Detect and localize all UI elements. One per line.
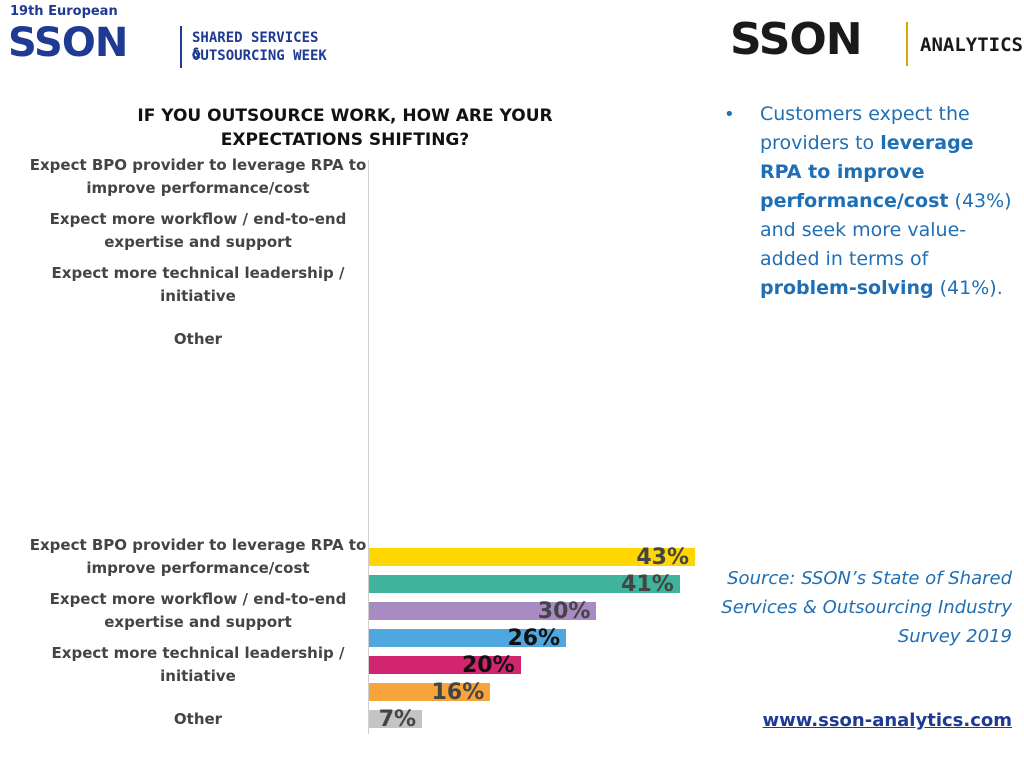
category-label: Other xyxy=(173,330,223,348)
finding-highlight: problem-solving xyxy=(760,277,934,299)
axis-category-label: Expect more technical leadership / initi… xyxy=(51,644,345,685)
bar xyxy=(369,602,597,620)
category-label: Expect more workflow / end-to-end expert… xyxy=(49,210,347,251)
category-label: Expect more technical leadership / initi… xyxy=(51,264,345,305)
logo-subtitle: ANALYTICS xyxy=(920,34,1023,56)
website-link[interactable]: www.sson-analytics.com xyxy=(762,710,1012,731)
axis-category-label: Other xyxy=(173,710,223,728)
axis-category-label: Expect BPO provider to leverage RPA to i… xyxy=(29,536,367,577)
logo-subtitle-line2: OUTSOURCING WEEK xyxy=(192,48,327,64)
finding-text: (43%) and seek more value-added in terms… xyxy=(760,190,1012,270)
finding-text: Customers expect the providers to xyxy=(760,103,970,154)
bar xyxy=(369,548,695,566)
finding-highlight: leverage RPA to improve performance/cost xyxy=(760,132,974,212)
axis-category-label: Expect more workflow / end-to-end expert… xyxy=(49,590,347,631)
key-finding-bullet: • Customers expect the providers to leve… xyxy=(724,100,1014,303)
logo-divider xyxy=(180,26,182,68)
key-finding-text: Customers expect the providers to levera… xyxy=(760,100,1014,303)
bullet-dot-icon: • xyxy=(724,104,735,125)
bar xyxy=(369,656,521,674)
bar-value-label: 16% xyxy=(431,680,485,705)
bar xyxy=(369,683,491,701)
logo-divider xyxy=(906,22,908,66)
bar-value-label: 43% xyxy=(636,545,689,570)
bar-value-label: 41% xyxy=(621,572,674,597)
bar xyxy=(369,629,567,647)
logo-wordmark: SSON xyxy=(8,20,128,66)
bar-value-label: 7% xyxy=(378,707,417,732)
bar xyxy=(369,710,423,728)
logo-subtitle-line1: SHARED SERVICES & xyxy=(192,30,319,62)
source-citation: Source: SSON’s State of Shared Services … xyxy=(721,568,1012,647)
finding-text: (41%). xyxy=(933,277,1003,299)
chart-axis-line xyxy=(368,160,369,734)
logo-event-edition: 19th European xyxy=(10,4,118,19)
bar-value-label: 30% xyxy=(537,599,591,624)
logo-wordmark: SSON xyxy=(730,14,863,65)
sson-event-logo: 19th European SSON SHARED SERVICES & OUT… xyxy=(8,4,328,74)
sson-analytics-logo: SSON ANALYTICS xyxy=(730,14,1023,74)
bar xyxy=(369,575,680,593)
chart-title: IF YOU OUTSOURCE WORK, HOW ARE YOUR EXPE… xyxy=(137,106,553,150)
bar-value-label: 20% xyxy=(461,653,515,678)
category-label: Expect BPO provider to leverage RPA to i… xyxy=(29,156,367,197)
bar-value-label: 26% xyxy=(507,626,561,651)
